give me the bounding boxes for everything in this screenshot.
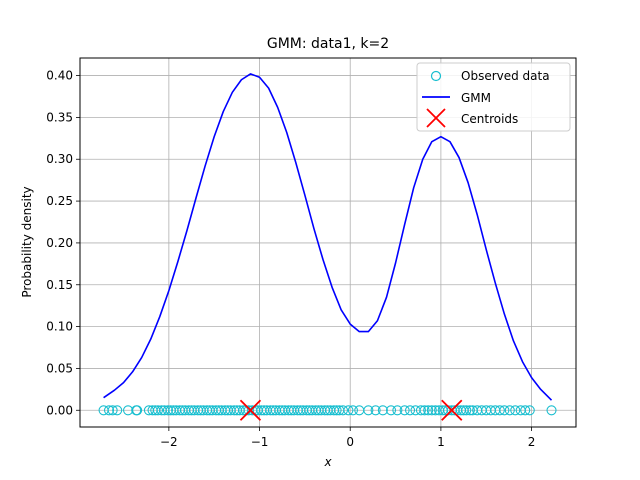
grid xyxy=(80,58,576,427)
legend-label-gmm: GMM xyxy=(461,91,491,105)
y-tick-label: 0.35 xyxy=(46,110,73,124)
y-tick-label: 0.25 xyxy=(46,194,73,208)
gmm-line xyxy=(103,73,553,401)
y-tick-label: 0.15 xyxy=(46,278,73,292)
x-axis-label: x xyxy=(323,455,332,469)
observed-point xyxy=(415,405,426,416)
centroid-marker xyxy=(441,399,463,421)
x-tick-label: 1 xyxy=(437,435,445,449)
observed-point xyxy=(112,405,123,416)
legend-observed-marker xyxy=(430,70,442,82)
observed-data-series xyxy=(98,405,557,416)
observed-point xyxy=(331,405,342,416)
observed-point xyxy=(152,405,164,416)
x-axis: −2 −1 0 1 2 xyxy=(160,427,535,449)
observed-point xyxy=(499,405,510,416)
observed-point xyxy=(162,405,174,416)
observed-point xyxy=(385,405,397,416)
gmm-series xyxy=(103,73,553,401)
observed-point xyxy=(132,405,143,416)
x-tick-label: −2 xyxy=(160,435,178,449)
y-tick-label: 0.40 xyxy=(46,69,73,83)
observed-point xyxy=(392,405,403,416)
observed-point xyxy=(399,405,410,416)
y-tick-label: 0.00 xyxy=(46,403,73,417)
observed-point xyxy=(426,405,437,416)
observed-point xyxy=(347,405,358,416)
y-tick-label: 0.05 xyxy=(46,361,73,375)
chart-title: GMM: data1, k=2 xyxy=(267,36,389,52)
observed-point xyxy=(510,405,521,416)
observed-point xyxy=(524,405,535,416)
observed-point xyxy=(423,405,434,416)
observed-point xyxy=(337,405,349,416)
observed-point xyxy=(363,405,374,416)
x-tick-label: 2 xyxy=(528,435,536,449)
observed-point xyxy=(520,405,531,416)
observed-point xyxy=(377,405,388,416)
y-tick-label: 0.20 xyxy=(46,236,73,250)
y-axis-label: Probability density xyxy=(20,186,34,297)
observed-point xyxy=(419,405,430,416)
legend-box xyxy=(416,62,571,132)
centroids-series xyxy=(239,399,463,421)
centroid-marker xyxy=(239,399,262,421)
observed-point xyxy=(464,405,475,416)
observed-point xyxy=(370,405,381,416)
observed-point xyxy=(546,405,557,416)
observed-point xyxy=(504,405,515,416)
observed-point xyxy=(461,405,472,416)
observed-point xyxy=(343,405,354,416)
observed-point xyxy=(103,405,115,416)
legend-label-observed: Observed data xyxy=(461,69,550,83)
x-tick-label: −1 xyxy=(251,435,269,449)
x-tick-label: 0 xyxy=(346,435,354,449)
legend: Observed data GMM Centroids xyxy=(416,62,571,132)
y-axis: 0.00 0.05 0.10 0.15 0.20 0.25 0.30 0.35 0.40 xyxy=(46,69,80,417)
axes-frame xyxy=(79,57,577,428)
plot-area xyxy=(98,73,557,421)
observed-point xyxy=(405,405,416,416)
observed-point xyxy=(430,405,441,416)
observed-point xyxy=(107,405,118,416)
legend-centroids-marker xyxy=(426,108,446,128)
y-tick-label: 0.30 xyxy=(46,152,73,166)
legend-label-centroids: Centroids xyxy=(461,112,518,126)
y-tick-label: 0.10 xyxy=(46,320,73,334)
observed-point xyxy=(494,405,505,416)
